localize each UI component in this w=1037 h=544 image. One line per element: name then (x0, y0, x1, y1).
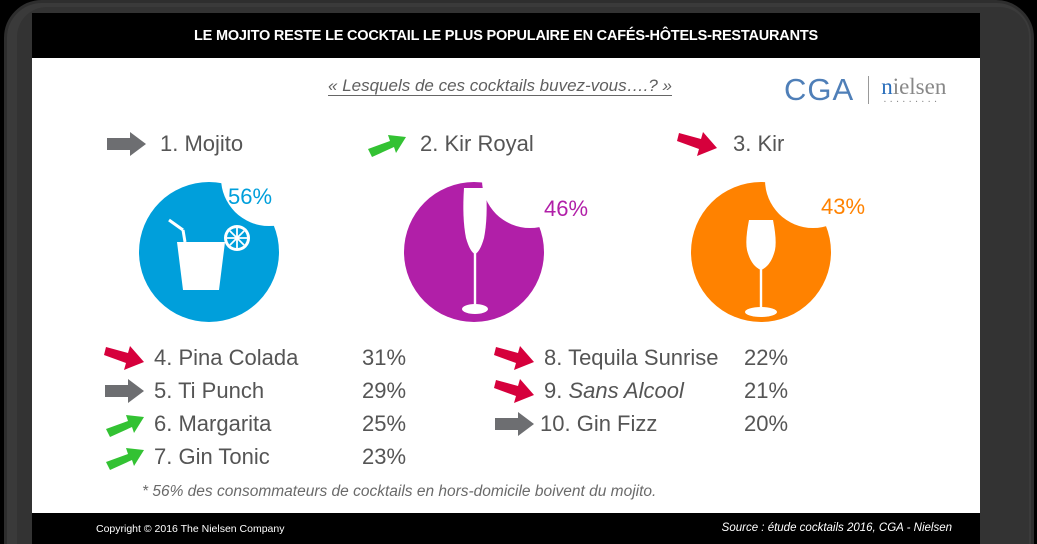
cocktail-percent: 25% (362, 410, 407, 436)
cocktail-percent: 31% (362, 344, 407, 370)
cocktail-name: 7. Gin Tonic (154, 443, 270, 469)
slide: LE MOJITO RESTE LE COCKTAIL LE PLUS POPU… (32, 13, 980, 544)
logo-divider (868, 76, 870, 104)
rank-3-header: 3. Kir (677, 129, 784, 159)
list-item: 4. Pina Colada 31% (104, 341, 484, 374)
rank-2-label: 2. Kir Royal (420, 131, 534, 156)
cocktail-name: 10. Gin Fizz (540, 410, 658, 436)
cocktail-glass-icon (168, 218, 250, 290)
nielsen-logo-text: nielsen ········· (881, 74, 947, 108)
source-text: Source : étude cocktails 2016, CGA - Nie… (721, 522, 952, 534)
list-item: 9. Sans Alcool 21% (494, 374, 834, 407)
arrow-up-right-icon (106, 414, 144, 437)
arrow-up-right-icon (368, 135, 406, 157)
list-item: 6. Margarita 25% (104, 407, 484, 440)
cocktail-name: 9. Sans Alcool (544, 377, 684, 403)
cga-nielsen-logo: CGA nielsen ········· (784, 70, 946, 110)
wine-glass-icon (745, 220, 777, 317)
footnote: * 56% des consommateurs de cocktails en … (142, 483, 657, 500)
champagne-flute-icon (462, 188, 488, 314)
rank-1-label: 1. Mojito (160, 131, 244, 156)
ranking-list-right: 8. Tequila Sunrise 22% 9. Sans Alcool 21… (494, 341, 834, 440)
cocktail-percent: 20% (744, 410, 789, 436)
cocktail-name: 4. Pina Colada (154, 344, 299, 370)
mojito-badge: 56% (137, 176, 287, 326)
arrow-down-right-icon (494, 345, 534, 370)
cocktail-percent: 23% (362, 443, 407, 469)
mojito-percent: 56% (228, 184, 273, 209)
cocktail-name: 8. Tequila Sunrise (544, 344, 719, 370)
cocktail-percent: 21% (744, 377, 789, 403)
copyright-text: Copyright © 2016 The Nielsen Company (96, 523, 285, 535)
cocktail-name: 5. Ti Punch (154, 377, 265, 403)
ranking-list-left: 4. Pina Colada 31% 5. Ti Punch 29% 6. Ma… (104, 341, 484, 473)
kir-percent: 43% (821, 194, 866, 219)
footer-bar: Copyright © 2016 The Nielsen Company Sou… (32, 513, 980, 544)
cga-logo-text: CGA (784, 72, 855, 107)
page-title: LE MOJITO RESTE LE COCKTAIL LE PLUS POPU… (194, 27, 818, 44)
survey-question: « Lesquels de ces cocktails buvez-vous….… (328, 76, 672, 95)
title-bar: LE MOJITO RESTE LE COCKTAIL LE PLUS POPU… (32, 13, 980, 58)
list-item: 10. Gin Fizz 20% (494, 407, 834, 440)
list-item: 8. Tequila Sunrise 22% (494, 341, 834, 374)
nielsen-logo-dots: ········· (883, 97, 941, 108)
arrow-down-right-icon (494, 378, 534, 403)
cocktail-name: 6. Margarita (154, 410, 272, 436)
list-item: 7. Gin Tonic 23% (104, 440, 484, 473)
arrow-right-icon (105, 378, 144, 403)
rank-1-header: 1. Mojito (106, 129, 243, 159)
kir-badge: 43% (689, 176, 865, 326)
kir-royal-percent: 46% (544, 196, 589, 221)
rank-2-header: 2. Kir Royal (366, 129, 534, 159)
list-item: 5. Ti Punch 29% (104, 374, 484, 407)
kir-royal-badge: 46% (402, 176, 588, 326)
arrow-up-right-icon (106, 447, 144, 470)
rank-3-label: 3. Kir (733, 131, 785, 156)
arrow-down-right-icon (104, 345, 144, 370)
arrow-down-right-icon (677, 132, 717, 156)
cocktail-percent: 22% (744, 344, 789, 370)
arrow-right-icon (495, 411, 534, 436)
cocktail-percent: 29% (362, 377, 407, 403)
arrow-right-icon (107, 132, 146, 156)
